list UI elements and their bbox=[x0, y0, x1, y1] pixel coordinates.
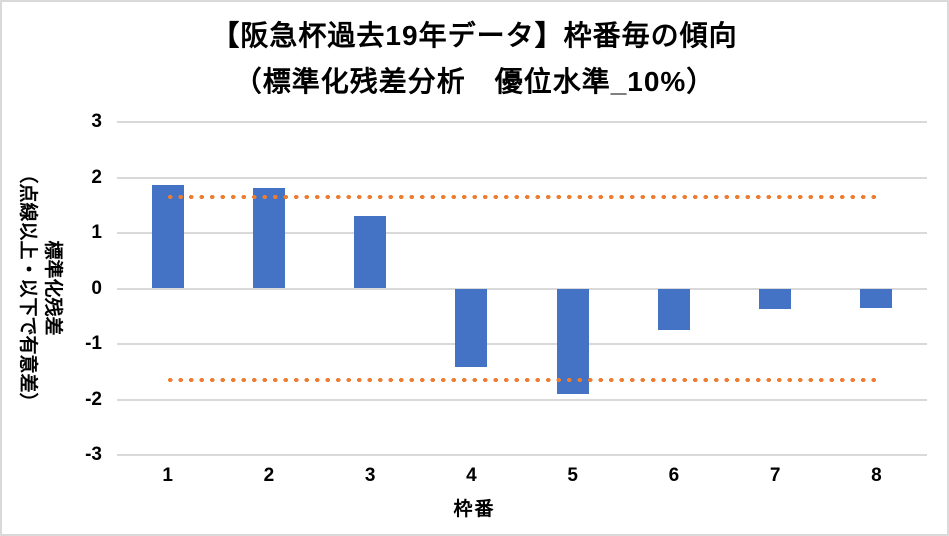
gridline-y-3 bbox=[117, 121, 927, 123]
x-tick-label-7: 7 bbox=[769, 465, 781, 486]
y-tick-label: 3 bbox=[91, 111, 102, 132]
x-tick-label-3: 3 bbox=[364, 465, 376, 486]
upper-significance-dotted-line bbox=[164, 194, 880, 201]
chart-title-line1: 【阪急杯過去19年データ】枠番毎の傾向 bbox=[211, 20, 738, 51]
y-tick-label: -1 bbox=[85, 333, 102, 354]
bar-frame-3 bbox=[354, 216, 387, 289]
bar-frame-4 bbox=[455, 288, 488, 367]
x-tick-label-8: 8 bbox=[871, 465, 882, 486]
x-tick-label-4: 4 bbox=[466, 465, 477, 486]
gridline-y--2 bbox=[117, 398, 927, 401]
gridline-y-2 bbox=[117, 176, 927, 179]
x-axis-title: 枠番 bbox=[453, 499, 496, 520]
x-tick-label-1: 1 bbox=[162, 465, 173, 486]
gridline-y--1 bbox=[117, 343, 927, 345]
gridline-y-1 bbox=[117, 232, 927, 234]
bar-frame-6 bbox=[657, 288, 690, 331]
gridline-y-0 bbox=[117, 287, 927, 290]
y-tick-label: -3 bbox=[85, 444, 102, 465]
x-tick-label-6: 6 bbox=[668, 465, 680, 486]
bar-frame-7 bbox=[759, 288, 792, 310]
gridline-y--3 bbox=[117, 454, 927, 456]
y-tick-label: 2 bbox=[91, 166, 102, 188]
y-tick-label: 0 bbox=[91, 277, 102, 299]
chart-title-line2: （標準化残差分析 優位水準_10%） bbox=[233, 66, 716, 97]
bar-frame-5 bbox=[556, 288, 589, 394]
bar-frame-1 bbox=[151, 184, 184, 289]
plot-area bbox=[117, 121, 927, 456]
x-tick-label-2: 2 bbox=[263, 465, 275, 486]
bar-frame-2 bbox=[252, 188, 285, 289]
lower-significance-dotted-line bbox=[164, 376, 880, 383]
y-tick-label: 1 bbox=[91, 222, 102, 243]
x-tick-label-5: 5 bbox=[567, 465, 578, 486]
y-tick-label: -2 bbox=[85, 388, 102, 410]
chart-title: 【阪急杯過去19年データ】枠番毎の傾向 （標準化残差分析 優位水準_10%） bbox=[2, 16, 947, 102]
bar-frame-8 bbox=[860, 288, 893, 309]
